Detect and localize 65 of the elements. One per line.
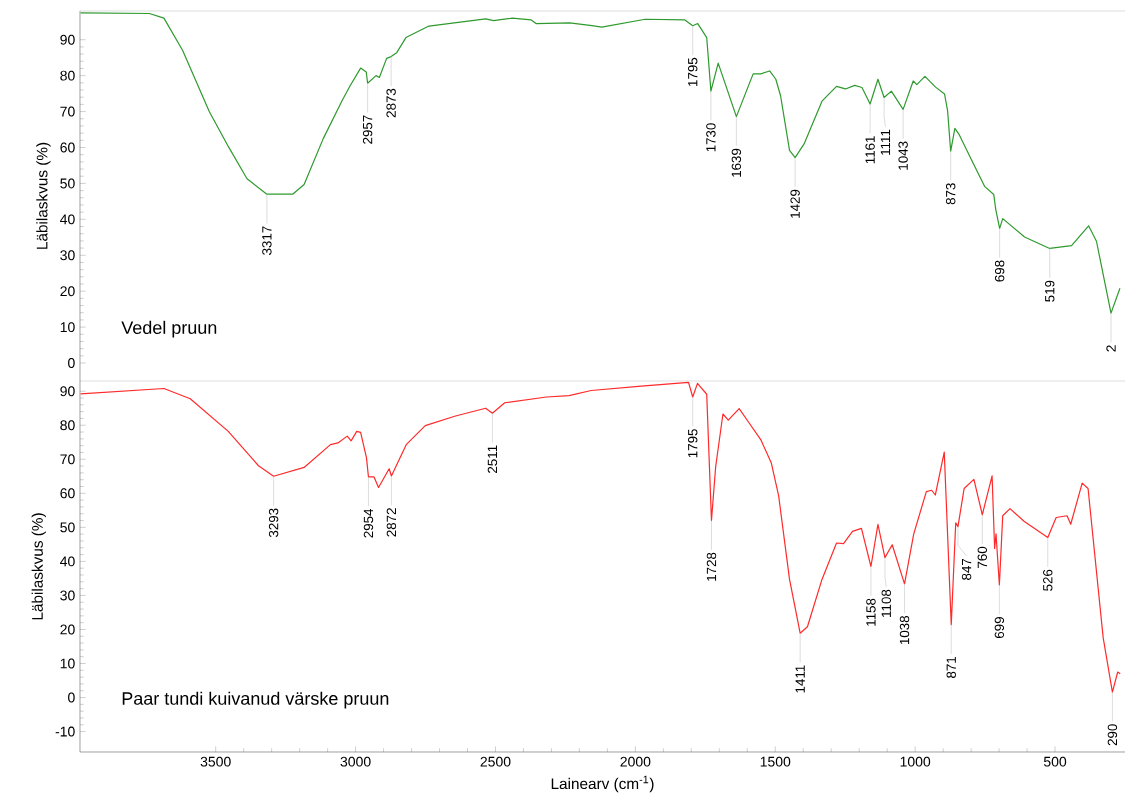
y-tick-label: 30 [60, 250, 75, 261]
y-tick-label: 80 [60, 420, 75, 431]
annotation: 2 [1106, 345, 1116, 352]
annotation: 1158 [866, 598, 876, 626]
y-tick-label: 10 [60, 322, 75, 333]
annotation: 1043 [898, 141, 908, 170]
y-tick-label: 80 [60, 70, 75, 81]
annotation: 2954 [363, 509, 374, 538]
x-axis-title: Lainearv (cm$^{-1}$) [551, 775, 654, 793]
annotation: 1429 [790, 189, 800, 218]
y-tick-label: 90 [60, 34, 75, 45]
y-tick-label: 0 [68, 692, 75, 703]
x-tick-label: 1500 [760, 756, 791, 767]
x-tick-label: 3500 [200, 756, 231, 767]
y-tick-label: 40 [60, 556, 75, 567]
annotation: 1730 [706, 123, 716, 152]
y-tick-label: 60 [60, 488, 75, 499]
annotation: 1728 [706, 552, 717, 581]
annotation: 847 [961, 559, 972, 581]
text: Vedel pruun [121, 321, 217, 338]
annotation: 2872 [386, 508, 397, 537]
annotation: 2511 [487, 445, 498, 474]
y-tick-label: 20 [60, 624, 75, 635]
y-axis-title: Läbilaskvus (%) [36, 143, 51, 250]
y-tick-label: 50 [60, 522, 75, 533]
y-tick-label: 0 [68, 358, 75, 369]
x-tick-label: 2500 [480, 756, 511, 767]
x-tick-label: 500 [1043, 756, 1067, 767]
x-tick-label: 3000 [340, 756, 371, 767]
annotation: 526 [1043, 569, 1053, 592]
y-tick-label: 40 [60, 214, 75, 225]
x-tick-label: 2000 [620, 756, 651, 767]
annotation: 1639 [731, 149, 742, 178]
y-tick-label: 30 [60, 590, 75, 601]
annotation: 1795 [688, 58, 698, 87]
y-tick-label: -10 [55, 726, 75, 737]
annotation: 699 [994, 617, 1005, 639]
annotation: 873 [945, 183, 956, 205]
annotation: 2957 [362, 115, 373, 144]
annotation: 871 [946, 657, 956, 679]
line-series [79, 381, 1121, 693]
line-series [79, 12, 1121, 314]
annotation: 760 [977, 547, 988, 569]
y-tick-label: 60 [60, 142, 75, 153]
y-tick-label: 90 [60, 386, 75, 397]
annotation: 2873 [386, 88, 396, 118]
annotation: 698 [994, 260, 1005, 282]
y-tick-label: 10 [60, 658, 75, 669]
annotation: 1795 [688, 429, 698, 458]
y-tick-label: 70 [60, 454, 75, 465]
annotation: 1108 [881, 590, 891, 618]
annotation: 290 [1107, 724, 1118, 746]
text: Paar tundi kuivanud värske pruun [122, 691, 389, 709]
y-tick-label: 20 [60, 286, 75, 297]
annotation: 1038 [899, 616, 910, 645]
annotation: 1111 [880, 130, 891, 156]
annotation: 3317 [262, 226, 272, 256]
x-tick-label: 1000 [900, 756, 931, 767]
annotation: 3293 [268, 508, 279, 538]
y-tick-label: 50 [60, 178, 75, 189]
annotation: 519 [1045, 280, 1055, 302]
y-axis-title: Läbilaskvus (%) [31, 513, 46, 620]
y-tick-label: 70 [60, 106, 75, 117]
annotation: 1161 [865, 136, 875, 164]
annotation: 1411 [795, 665, 805, 693]
